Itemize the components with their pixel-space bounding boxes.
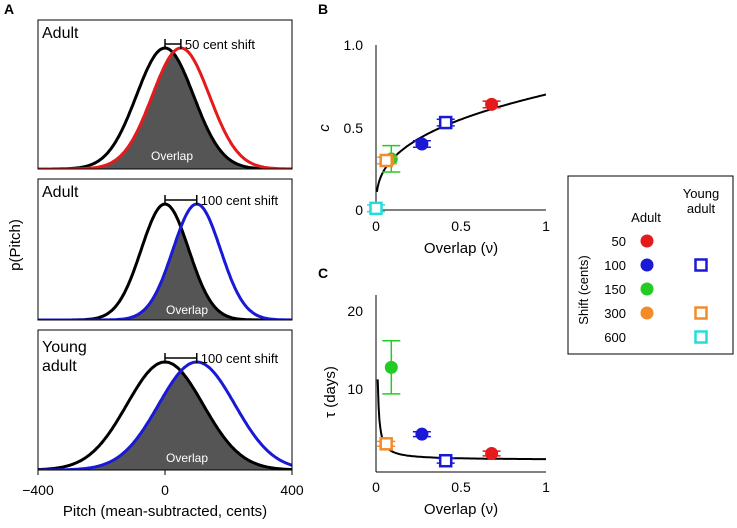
- a-xtick-label-2: 0: [161, 482, 169, 498]
- a2-shift-label: 100 cent shift: [201, 193, 279, 208]
- panel-c-plot: 0 0.5 1 10 20 Overlap (ν) τ (days): [322, 295, 550, 518]
- legend-shift-600: 600: [604, 330, 626, 345]
- b-point-young-adult-100: [438, 115, 453, 130]
- a3-title-line2: adult: [42, 358, 77, 375]
- c-ytick-20: 20: [347, 303, 363, 319]
- legend-young-marker-100: [694, 258, 708, 272]
- panel-a1: Adult 50 cent shift Overlap: [37, 19, 293, 170]
- panel-a3: Young adult 100 cent shift Overlap: [37, 329, 293, 471]
- panel-a-label: A: [4, 1, 14, 17]
- b-point-young-adult-600: [369, 201, 383, 216]
- a3-shift-label: 100 cent shift: [201, 351, 279, 366]
- a-ylabel: p(Pitch): [7, 219, 24, 271]
- b-xtick-1: 1: [542, 218, 550, 234]
- a3-overlap-area: [38, 371, 292, 470]
- b-ytick-05: 0.5: [344, 120, 364, 136]
- legend-adult-marker-50: [640, 234, 654, 248]
- a3-shifted-curve: [38, 360, 292, 470]
- a2-shifted-curve: [38, 202, 292, 320]
- c-point-adult-50: [485, 446, 499, 460]
- b-ylabel: c: [316, 124, 333, 132]
- panel-a2: Adult 100 cent shift Overlap: [37, 178, 293, 321]
- legend-adult-marker-300: [640, 306, 654, 320]
- b-point-adult-100: [415, 137, 429, 151]
- c-point-young-adult-100: [438, 453, 453, 468]
- legend-young-marker-300: [694, 306, 708, 320]
- a-xlabel: Pitch (mean-subtracted, cents): [63, 503, 267, 520]
- a1-title: Adult: [42, 25, 79, 42]
- legend-shift-50: 50: [612, 234, 626, 249]
- legend-shift-100: 100: [604, 258, 626, 273]
- a1-overlap-area: [38, 52, 292, 169]
- c-point-young-adult-300: [379, 437, 393, 451]
- b-xlabel: Overlap (ν): [424, 240, 498, 257]
- b-ytick-0: 0: [355, 202, 363, 218]
- legend-row-title: Shift (cents): [576, 255, 591, 324]
- a1-shift-label: 50 cent shift: [185, 37, 255, 52]
- panel-b-plot: 0 0.5 1 0 0.5 1.0 Overlap (ν) c: [316, 37, 550, 257]
- b-point-young-adult-300: [379, 153, 393, 168]
- legend-col-young-line2: adult: [687, 201, 716, 216]
- legend-young-marker-600: [694, 330, 708, 344]
- legend: Adult Young adult Shift (cents) 50 100 150…: [567, 175, 734, 355]
- panel-c-label: C: [318, 265, 328, 281]
- c-xtick-05: 0.5: [451, 479, 471, 495]
- a2-title: Adult: [42, 184, 79, 201]
- b-point-adult-50: [485, 97, 499, 111]
- a2-overlap-label: Overlap: [166, 303, 208, 317]
- legend-adult-marker-100: [640, 258, 654, 272]
- b-ytick-10: 1.0: [344, 37, 364, 53]
- c-ylabel: τ (days): [322, 366, 339, 418]
- panel-b-label: B: [318, 1, 328, 17]
- b-data-marks: [367, 97, 501, 216]
- c-fit-curve: [376, 379, 546, 461]
- b-xtick-0: 0: [372, 218, 380, 234]
- a-xtick-label-1: −400: [22, 482, 54, 498]
- c-data-marks: [377, 340, 501, 468]
- c-point-adult-100: [415, 427, 429, 441]
- legend-adult-marker-150: [640, 282, 654, 296]
- a3-overlap-label: Overlap: [166, 451, 208, 465]
- a2-frame: [37, 178, 293, 321]
- b-fit-curve: [375, 93, 547, 193]
- legend-rows: 50 100 150 300 600: [604, 234, 708, 345]
- legend-col-adult: Adult: [631, 210, 661, 225]
- c-ytick-10: 10: [347, 381, 363, 397]
- legend-col-young-line1: Young: [683, 186, 719, 201]
- a1-overlap-label: Overlap: [151, 149, 193, 163]
- c-xtick-0: 0: [372, 479, 380, 495]
- a3-title-line1: Young: [42, 339, 87, 356]
- a-xtick-label-3: 400: [280, 482, 304, 498]
- legend-shift-150: 150: [604, 282, 626, 297]
- c-xtick-1: 1: [542, 479, 550, 495]
- a1-frame: [37, 19, 293, 170]
- legend-shift-300: 300: [604, 306, 626, 321]
- c-xlabel: Overlap (ν): [424, 501, 498, 518]
- c-point-adult-150: [384, 360, 398, 374]
- b-xtick-05: 0.5: [451, 218, 471, 234]
